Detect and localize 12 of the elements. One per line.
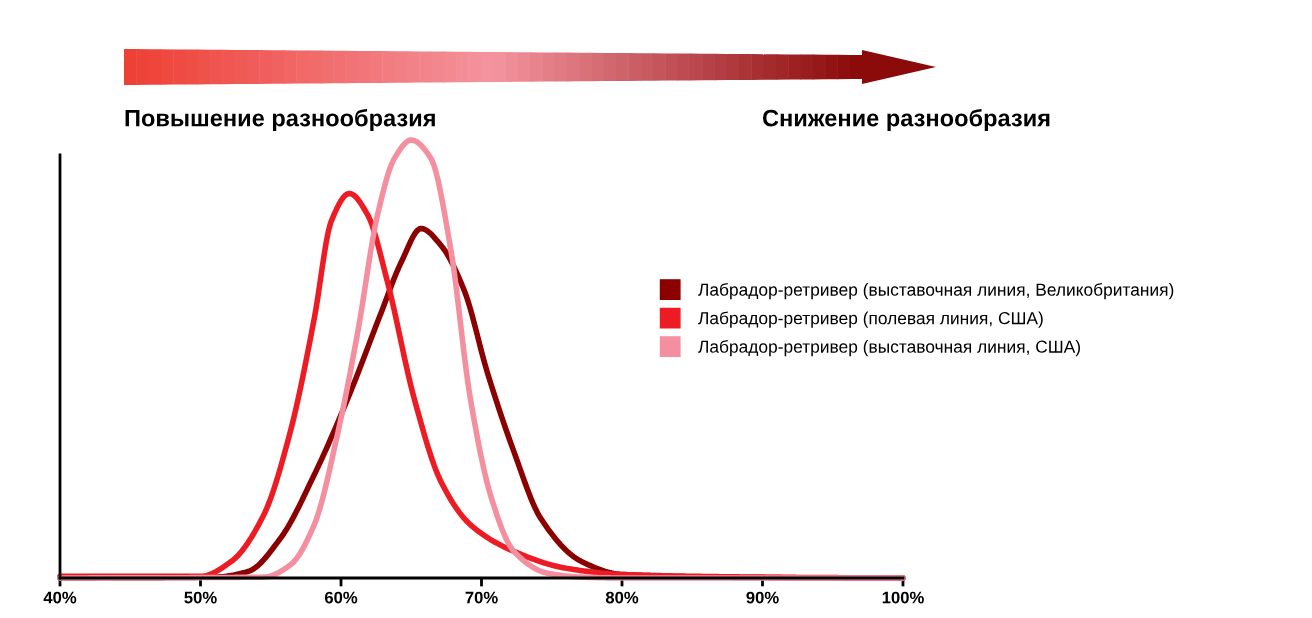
legend-label: Лабрадор-ретривер (выставочная линия, Великобритания) (698, 282, 1174, 300)
legend-label: Лабрадор-ретривер (полевая линия, США) (698, 311, 1043, 328)
x-tick-label: 90% (746, 591, 779, 604)
x-tick-label: 60% (324, 591, 358, 604)
x-tick-label: 100% (882, 591, 924, 604)
x-tick-label: 70% (465, 591, 498, 604)
x-tick-label: 80% (605, 591, 639, 604)
legend-label: Лабрадор-ретривер (выставочная линия, США) (698, 339, 1080, 357)
text: Снижение разнообразия (762, 108, 1050, 132)
x-tick-label: 40% (43, 591, 77, 604)
text: Повышение разнообразия (125, 108, 435, 132)
x-tick-label: 50% (184, 591, 217, 604)
